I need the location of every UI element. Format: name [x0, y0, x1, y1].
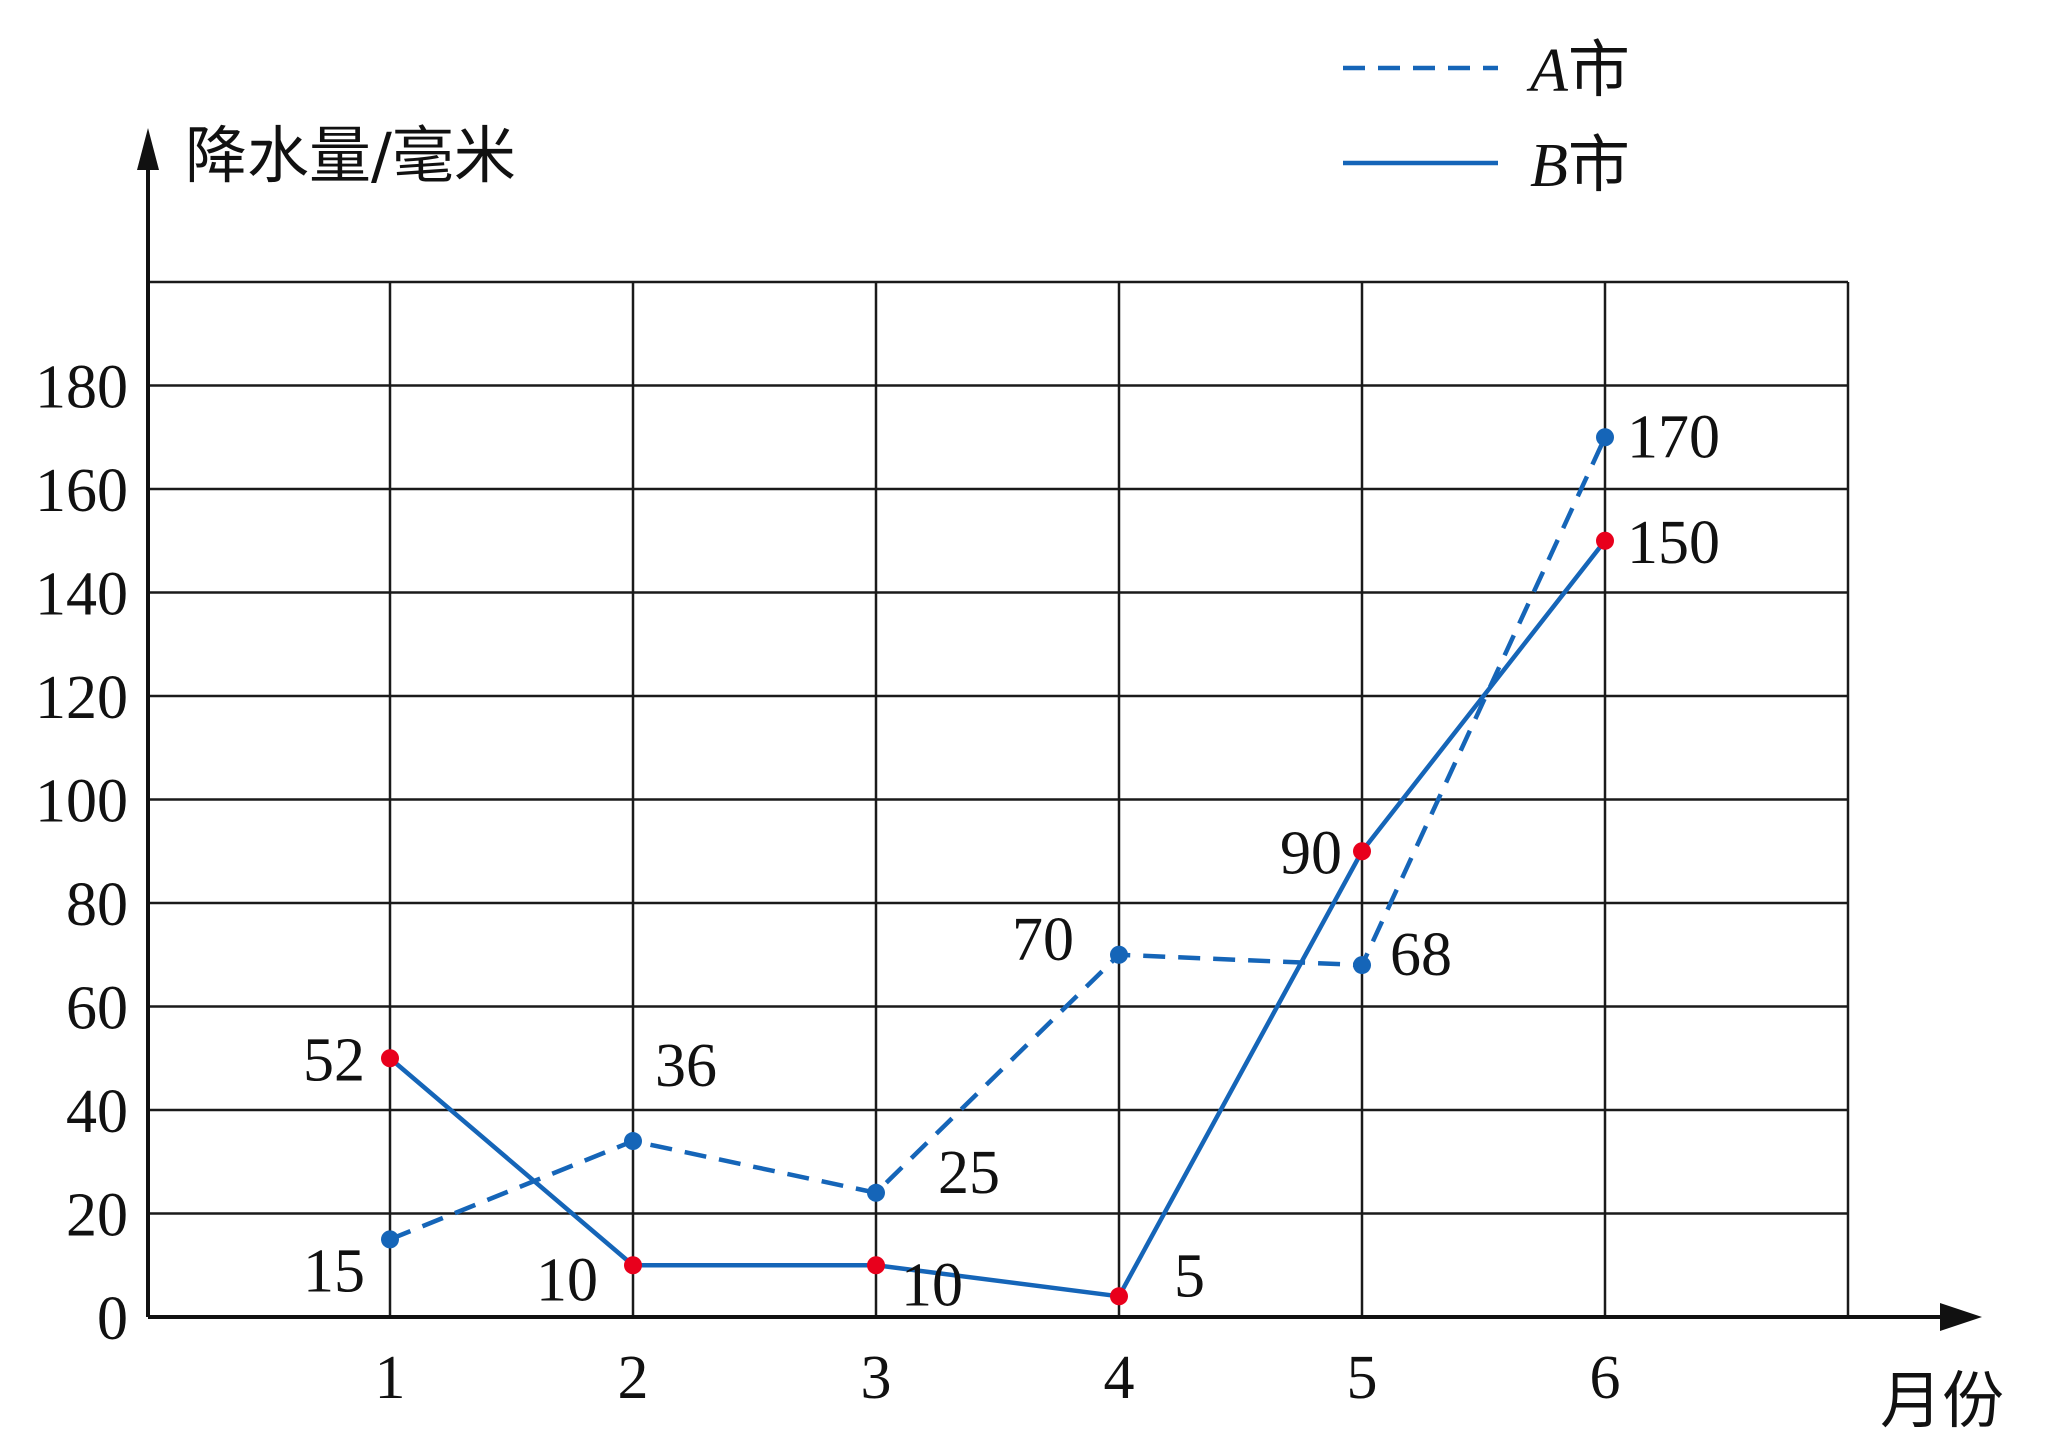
y-axis-title: 降水量/毫米	[185, 119, 516, 192]
data-label: 52	[303, 1026, 365, 1094]
legend-entry-a: A市	[1343, 33, 1630, 106]
data-point	[624, 1256, 642, 1275]
legend-label: A市	[1526, 33, 1630, 106]
y-tick-label: 100	[35, 768, 128, 836]
x-tick-label: 3	[861, 1344, 892, 1412]
data-point	[1110, 945, 1128, 964]
x-tick-label: 6	[1590, 1344, 1621, 1412]
y-axis-arrow	[137, 128, 159, 170]
grid	[148, 280, 1850, 1319]
legend: A市 B市	[1343, 33, 1630, 201]
legend-entry-b: B市	[1343, 128, 1630, 201]
data-label: 10	[901, 1251, 963, 1319]
data-point	[867, 1183, 885, 1202]
series-b: 52 10 10 5 90 150	[303, 509, 1720, 1320]
data-label: 25	[938, 1139, 1000, 1207]
y-tick-label: 180	[35, 354, 128, 422]
data-label: 150	[1627, 509, 1720, 577]
y-tick-label: 160	[35, 457, 128, 525]
x-tick-label: 1	[375, 1344, 406, 1412]
x-tick-label: 4	[1104, 1344, 1135, 1412]
data-point	[1110, 1287, 1128, 1306]
y-tick-label: 40	[66, 1078, 128, 1146]
data-label: 170	[1627, 403, 1720, 471]
data-label: 68	[1390, 921, 1452, 989]
y-tick-label: 80	[66, 871, 128, 939]
y-tick-label: 140	[35, 561, 128, 629]
series-line	[388, 539, 1607, 1299]
data-point	[1353, 956, 1371, 975]
x-axis-title: 月份	[1880, 1364, 2004, 1437]
data-point	[381, 1230, 399, 1249]
x-tick-label: 5	[1347, 1344, 1378, 1412]
series: 15 36 25 70 68 170 52 10 10 5 90 150	[303, 403, 1720, 1319]
data-point	[1353, 842, 1371, 861]
y-tick-label: 0	[97, 1285, 128, 1353]
x-axis-arrow	[1940, 1303, 1982, 1331]
data-label: 70	[1012, 906, 1074, 974]
x-tick-label: 2	[618, 1344, 649, 1412]
y-tick-label: 60	[66, 975, 128, 1043]
legend-label: B市	[1530, 128, 1630, 201]
data-point	[867, 1256, 885, 1275]
data-point	[381, 1049, 399, 1068]
axes	[137, 128, 1982, 1331]
y-tick-label: 120	[35, 664, 128, 732]
series-line	[389, 436, 1608, 1242]
series-a: 15 36 25 70 68 170	[303, 403, 1720, 1305]
data-label: 15	[303, 1237, 365, 1305]
data-label: 90	[1280, 819, 1342, 887]
y-tick-label: 20	[66, 1182, 128, 1250]
data-label: 5	[1174, 1242, 1205, 1310]
data-point	[624, 1132, 642, 1151]
data-label: 10	[536, 1246, 598, 1314]
data-point	[1596, 531, 1614, 550]
data-point	[1596, 428, 1614, 447]
data-label: 36	[655, 1032, 717, 1100]
